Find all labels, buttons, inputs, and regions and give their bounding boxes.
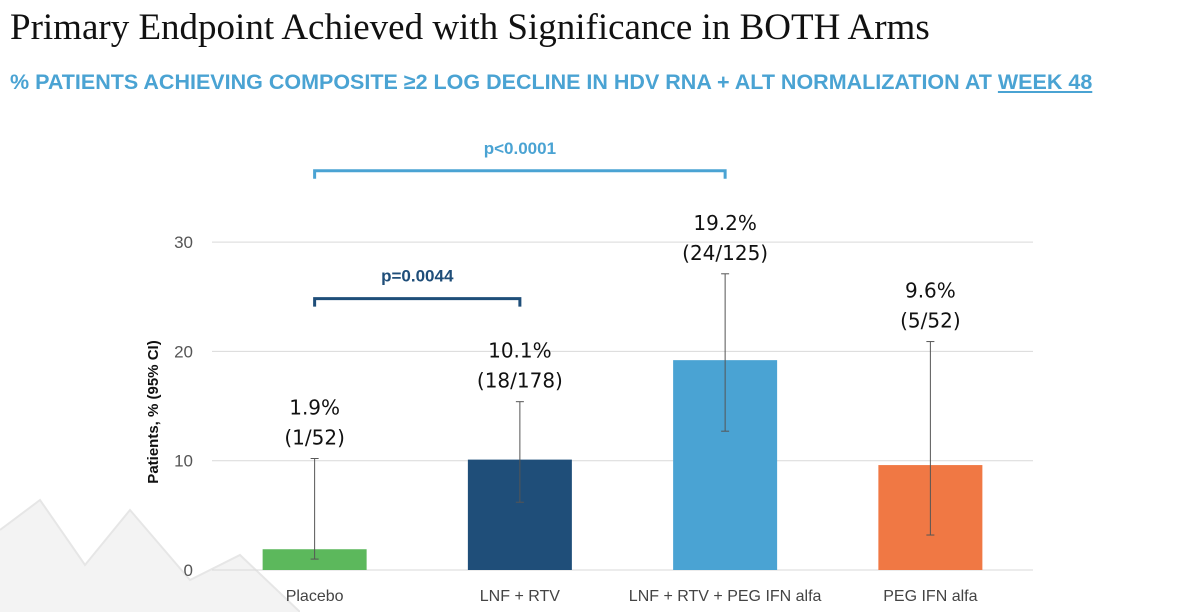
bar-value-label: 19.2%	[693, 211, 757, 235]
bar-value-label: 10.1%	[488, 339, 552, 363]
p-value-label: p<0.0001	[484, 139, 556, 158]
bar-count-label: (5/52)	[900, 309, 961, 333]
y-tick-label: 0	[184, 561, 193, 580]
x-category-label: PEG IFN alfa	[883, 588, 977, 605]
bar-value-label: 1.9%	[289, 396, 340, 420]
bars	[262, 360, 983, 570]
x-category-label: LNF + RTV + PEG IFN alfa	[629, 588, 822, 605]
y-tick-label: 30	[174, 233, 193, 252]
y-tick-label: 10	[174, 452, 193, 471]
bar-count-label: (24/125)	[682, 241, 768, 265]
significance-bracket	[313, 297, 522, 307]
bar-count-label: (18/178)	[477, 369, 563, 393]
error-bars	[310, 273, 935, 560]
y-tick-label: 20	[174, 342, 193, 361]
bar-value-label: 9.6%	[905, 279, 956, 303]
data-labels: 1.9% (1/52) Placebo 10.1% (18/178) LNF + RTV 1…	[284, 211, 977, 605]
bar-count-label: (1/52)	[284, 426, 345, 450]
y-axis-label: Patients, % (95% CI)	[145, 340, 162, 483]
x-category-label: LNF + RTV	[480, 588, 561, 605]
comparison-brackets: p=0.0044 p<0.0001	[313, 139, 727, 307]
subtitle-main: % PATIENTS ACHIEVING COMPOSITE ≥2 LOG DE…	[10, 70, 998, 94]
x-category-label: Placebo	[286, 588, 344, 605]
page-title: Primary Endpoint Achieved with Significa…	[10, 7, 930, 48]
bar	[262, 549, 367, 570]
significance-bracket	[313, 169, 727, 179]
p-value-label: p=0.0044	[381, 267, 454, 286]
chart-subtitle: % PATIENTS ACHIEVING COMPOSITE ≥2 LOG DE…	[10, 70, 1092, 95]
subtitle-week-emphasis: WEEK 48	[997, 70, 1093, 94]
mountain-watermark	[0, 498, 300, 612]
